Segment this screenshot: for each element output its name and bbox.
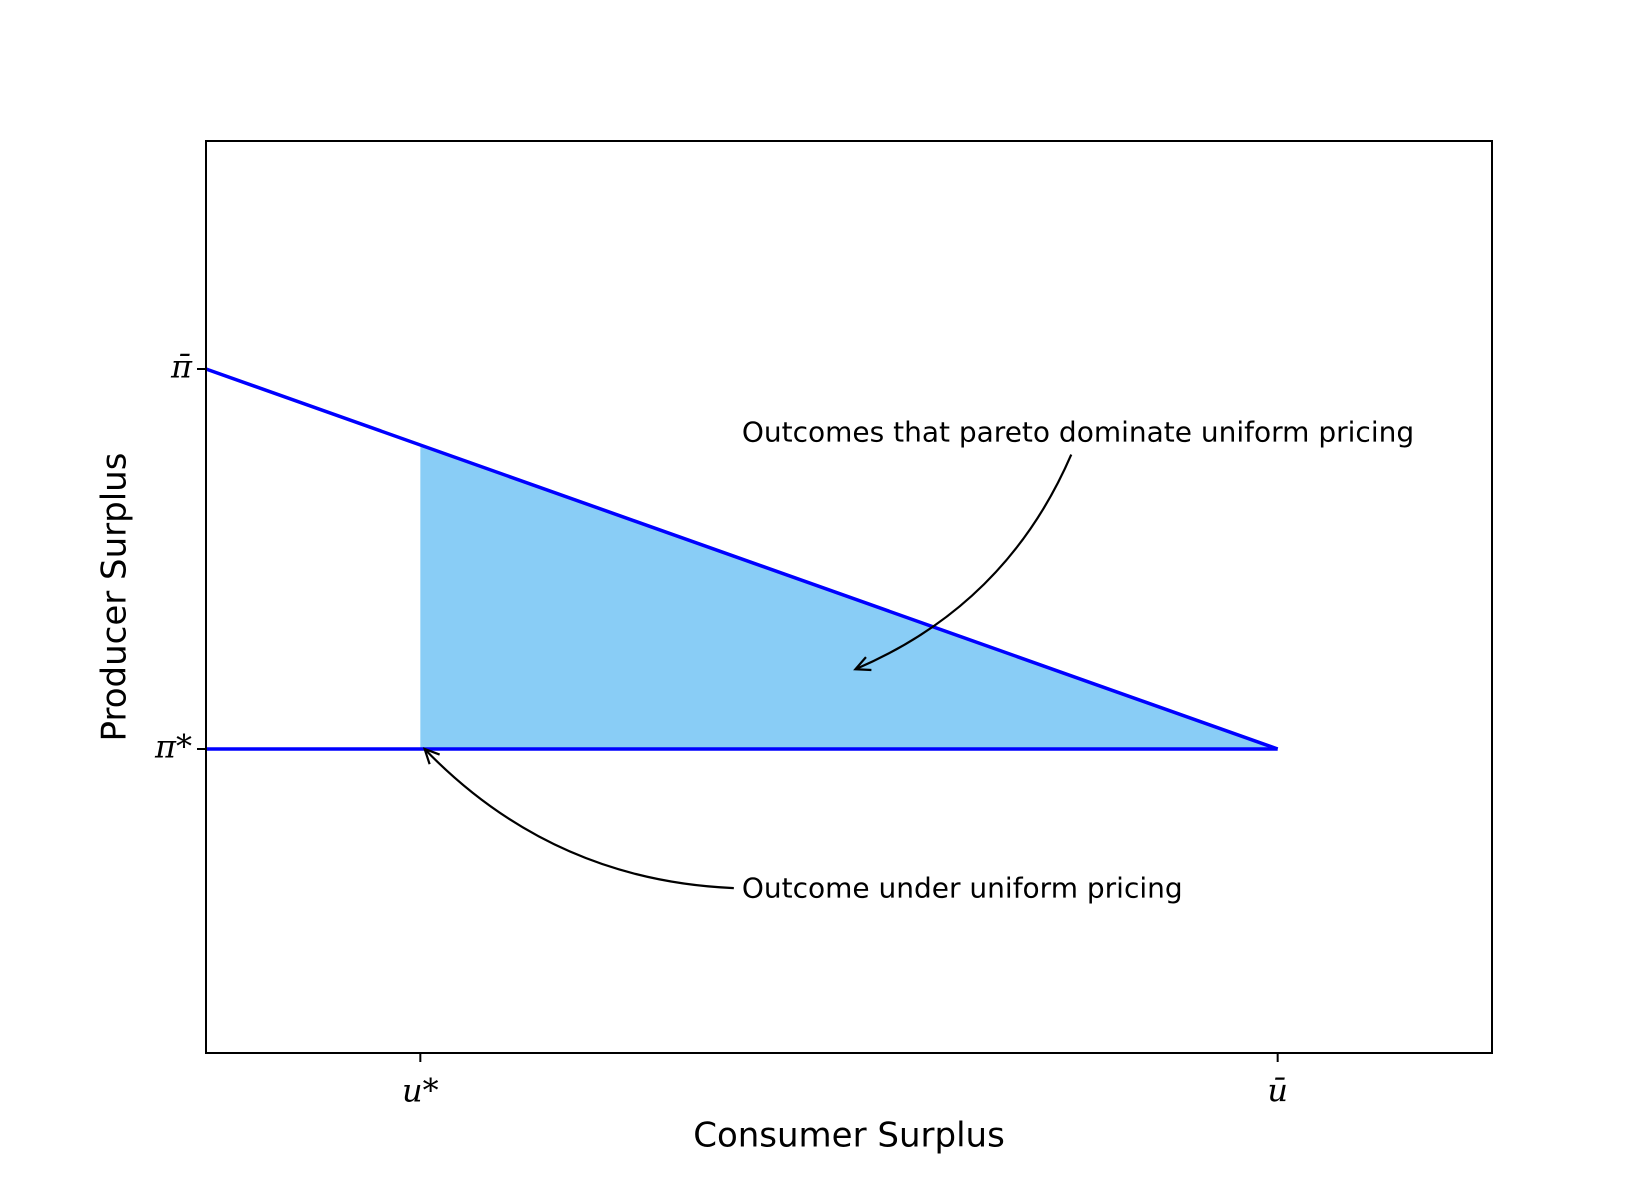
annotation-arrow bbox=[854, 454, 1073, 671]
arrow-head bbox=[853, 656, 872, 672]
line bbox=[205, 367, 1279, 751]
y-tick-label: π̄ bbox=[170, 348, 193, 386]
annotation: Outcomes that pareto dominate uniform pr… bbox=[742, 416, 1414, 449]
x-axis-label: Consumer Surplus bbox=[693, 1116, 1005, 1156]
arrow-head bbox=[422, 747, 441, 765]
y-axis-label: Producer Surplus bbox=[95, 453, 135, 742]
y-tick-label: π* bbox=[154, 728, 192, 766]
annotation: Outcome under uniform pricing bbox=[742, 872, 1183, 905]
x-tick-label: u* bbox=[402, 1072, 439, 1110]
x-tick-label: ū bbox=[1267, 1072, 1288, 1110]
axes-frame bbox=[205, 140, 1493, 1054]
annotation-arrow bbox=[423, 748, 734, 890]
